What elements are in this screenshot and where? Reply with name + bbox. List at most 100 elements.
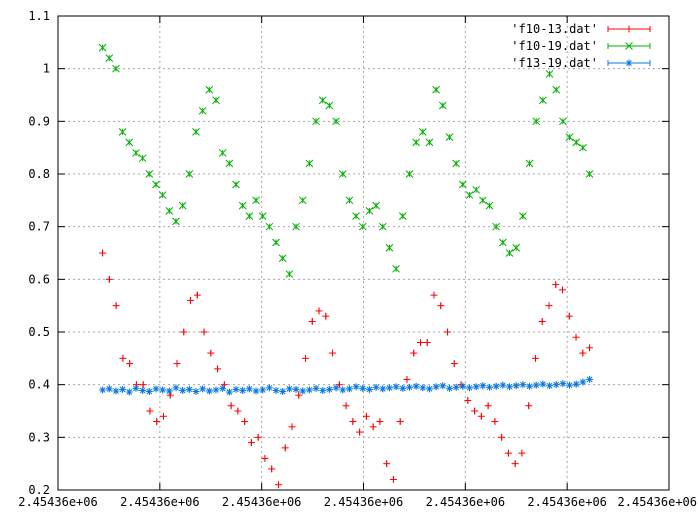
data-point: [112, 64, 120, 73]
marker-stroke: [105, 54, 114, 62]
marker-stroke: [520, 381, 526, 388]
data-point: [579, 378, 587, 386]
data-point: [285, 385, 293, 393]
marker-stroke: [318, 96, 327, 105]
data-point: [559, 117, 567, 126]
marker-stroke: [358, 222, 367, 231]
marker-stroke: [506, 383, 513, 390]
data-point: [172, 384, 180, 392]
marker-stroke: [398, 212, 407, 220]
data-point: [499, 381, 507, 389]
data-point: [485, 201, 494, 210]
data-point: [159, 412, 167, 420]
grid-lines: [58, 16, 669, 490]
data-point: [398, 212, 407, 220]
y-tick-label: 0.3: [28, 430, 50, 444]
marker-stroke: [186, 386, 193, 393]
marker-stroke: [546, 382, 553, 389]
y-tick-label: 0.6: [28, 272, 50, 286]
data-point: [518, 449, 526, 457]
data-point: [525, 159, 534, 168]
marker-stroke: [98, 43, 107, 52]
data-point: [119, 385, 127, 393]
marker-stroke: [412, 138, 420, 147]
data-point: [403, 375, 411, 383]
marker-stroke: [258, 212, 267, 220]
data-point: [325, 101, 334, 110]
marker-stroke: [193, 388, 199, 395]
marker-stroke: [206, 388, 213, 394]
marker-stroke: [353, 383, 359, 390]
data-point: [305, 159, 314, 168]
data-point: [173, 360, 181, 368]
marker-stroke: [572, 138, 581, 147]
data-point: [511, 460, 519, 468]
data-point: [445, 133, 454, 141]
data-point: [478, 196, 487, 205]
data-point: [484, 402, 492, 410]
marker-stroke: [178, 201, 187, 210]
data-point: [292, 222, 300, 231]
x-tick-label: 2.45436e+06: [527, 495, 606, 509]
marker-stroke: [106, 386, 113, 392]
marker-stroke: [305, 159, 314, 168]
data-point: [325, 385, 333, 393]
marker-stroke: [153, 386, 159, 392]
data-point: [425, 138, 434, 147]
marker-stroke: [580, 379, 586, 385]
marker-stroke: [179, 387, 186, 394]
data-point: [139, 386, 147, 394]
data-point: [295, 391, 303, 399]
data-point: [450, 360, 458, 368]
marker-stroke: [338, 170, 347, 178]
data-point: [396, 418, 404, 426]
legend-label: 'f10-13.dat': [511, 22, 598, 36]
data-point: [376, 418, 384, 426]
marker-stroke: [625, 42, 633, 50]
marker-stroke: [278, 254, 287, 263]
marker-stroke: [119, 386, 126, 393]
data-point: [212, 386, 220, 394]
marker-stroke: [499, 382, 506, 389]
data-point: [205, 387, 213, 395]
y-tick-label: 1: [43, 62, 50, 76]
data-point: [545, 302, 553, 310]
marker-stroke: [132, 149, 140, 157]
data-point: [432, 383, 440, 391]
data-point: [252, 196, 260, 205]
marker-stroke: [233, 386, 239, 393]
marker-stroke: [352, 212, 360, 220]
data-point: [430, 291, 438, 299]
marker-stroke: [439, 382, 446, 389]
data-point: [146, 407, 154, 415]
data-point: [532, 381, 540, 389]
y-tick-label: 0.2: [28, 483, 50, 497]
data-point: [180, 328, 188, 336]
data-point: [178, 201, 187, 210]
data-point: [572, 380, 580, 388]
data-point: [258, 212, 267, 220]
data-point: [585, 170, 594, 178]
data-point: [139, 381, 147, 389]
data-point: [312, 384, 320, 392]
data-point: [145, 170, 154, 178]
data-point: [153, 418, 161, 426]
marker-stroke: [213, 387, 219, 393]
data-point: [192, 388, 200, 396]
y-axis: 0.2 0.3 0.4 0.5 0.6 0.7 0.8 0.9 1 1.1: [28, 9, 669, 497]
data-point: [412, 138, 420, 147]
data-point: [579, 143, 587, 152]
data-point: [265, 222, 274, 231]
data-point: [105, 385, 113, 393]
marker-stroke: [126, 389, 133, 395]
data-point: [359, 384, 367, 392]
marker-stroke: [133, 385, 139, 392]
marker-stroke: [246, 386, 253, 392]
marker-stroke: [199, 386, 206, 392]
data-point: [308, 317, 316, 325]
legend-label: 'f13-19.dat': [511, 56, 598, 70]
marker-stroke: [573, 381, 580, 387]
data-point: [335, 381, 343, 389]
marker-stroke: [306, 387, 313, 393]
data-point: [214, 365, 222, 373]
